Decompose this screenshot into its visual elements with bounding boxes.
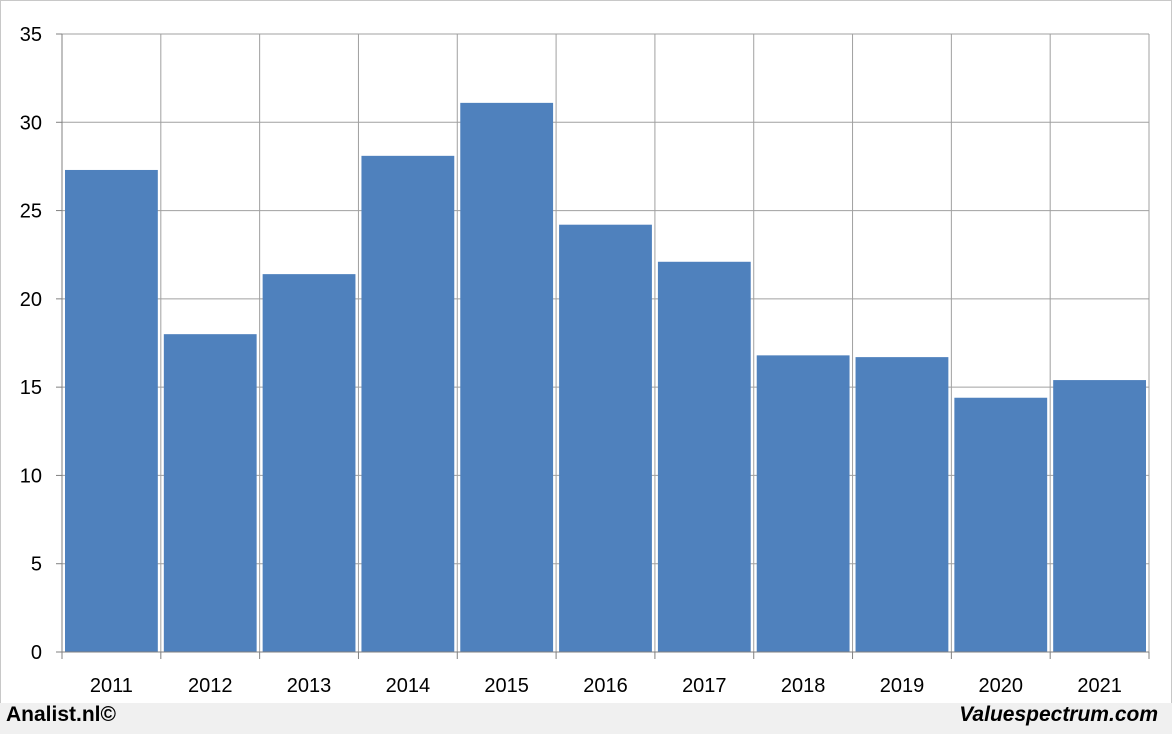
y-tick-label: 30 <box>20 112 42 134</box>
y-tick-label: 15 <box>20 377 42 399</box>
x-tick-label: 2011 <box>90 675 133 697</box>
y-tick-label: 35 <box>20 24 42 46</box>
bar-2021 <box>1053 380 1146 652</box>
bar-2016 <box>559 224 652 652</box>
bars-layer <box>65 102 1146 652</box>
bar-2012 <box>163 334 257 652</box>
x-tick-label: 2016 <box>583 675 628 697</box>
x-tick-label: 2015 <box>484 675 529 697</box>
x-tick-label: 2019 <box>880 675 925 697</box>
x-tick-label: 2018 <box>781 675 826 697</box>
x-tick-label: 2014 <box>386 675 431 697</box>
axis-layer <box>56 33 1150 659</box>
y-tick-label: 20 <box>20 289 42 311</box>
x-tick-labels: 2011 2012 2013 2014 2015 2016 2017 2018 2019 2020… <box>90 675 1122 697</box>
x-tick-label: 2012 <box>188 675 233 697</box>
y-tick-label: 10 <box>20 465 42 487</box>
x-tick-label: 2013 <box>287 675 332 697</box>
bar-2014 <box>361 155 455 652</box>
bar-2020 <box>954 397 1048 652</box>
y-tick-label: 5 <box>31 554 42 576</box>
bar-2013 <box>262 274 356 652</box>
bar-2019 <box>855 357 949 652</box>
y-tick-label: 25 <box>20 201 42 223</box>
y-tick-label: 0 <box>31 642 42 664</box>
x-tick-label: 2021 <box>1077 675 1122 697</box>
bar-2011 <box>65 169 158 652</box>
bar-2018 <box>756 355 850 652</box>
x-tick-label: 2017 <box>682 675 727 697</box>
bar-2017 <box>657 261 751 652</box>
y-tick-labels: 0 5 10 15 20 25 30 35 <box>20 24 42 664</box>
bar-2015 <box>460 102 554 652</box>
footer-bar <box>0 703 1172 734</box>
credit-valuespectrum: Valuespectrum.com <box>959 703 1158 726</box>
credit-analist: Analist.nl© <box>6 703 116 726</box>
x-tick-label: 2020 <box>979 675 1024 697</box>
